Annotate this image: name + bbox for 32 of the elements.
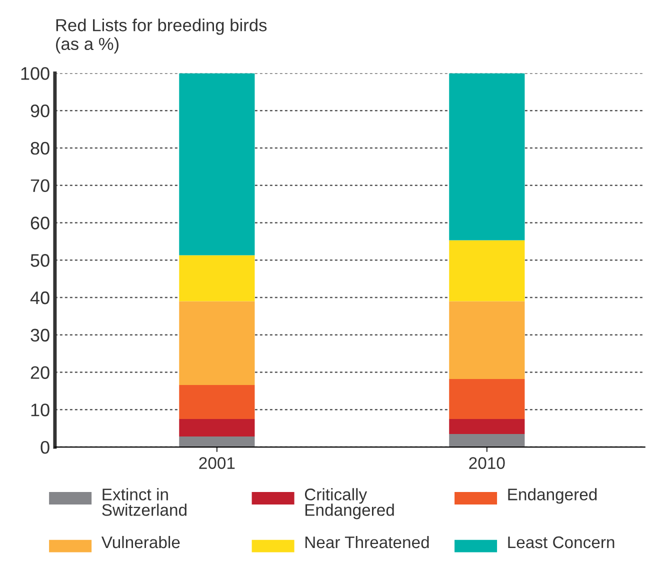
bar (449, 378, 525, 419)
bar (449, 73, 525, 240)
bar (179, 255, 255, 302)
bar (449, 418, 525, 434)
bar (179, 301, 255, 385)
y-tick-label: 60 (30, 216, 50, 230)
y-tick-label: 0 (40, 440, 50, 454)
bar (179, 384, 255, 419)
legend-label: Critically Endangered (304, 488, 394, 520)
y-tick-label: 30 (30, 328, 50, 342)
y-tick-label: 90 (30, 104, 50, 118)
y-tick-label: 100 (21, 67, 50, 80)
bar (449, 301, 525, 379)
x-tick-label: 2010 (469, 457, 505, 469)
y-tick-label: 50 (30, 254, 50, 267)
legend-label: Least Concern (508, 536, 614, 548)
y-tick-label: 40 (30, 291, 50, 304)
y-tick-label: 70 (30, 179, 50, 192)
chart-title: Red Lists for breeding birds (as a %) (56, 18, 267, 54)
bar (179, 73, 255, 256)
legend-label: Endangered (508, 488, 597, 504)
y-tick-label: 20 (30, 366, 50, 379)
x-tick-label: 2001 (199, 457, 235, 469)
bar (179, 418, 255, 437)
bar (449, 240, 525, 302)
legend-label: Vulnerable (101, 536, 180, 548)
legend-label: Extinct in Switzerland (102, 488, 186, 516)
bar (449, 434, 525, 448)
bar (179, 436, 255, 448)
y-tick-label: 10 (31, 404, 50, 416)
y-tick-label: 80 (30, 142, 50, 155)
legend-label: Near Threatened (305, 536, 429, 548)
